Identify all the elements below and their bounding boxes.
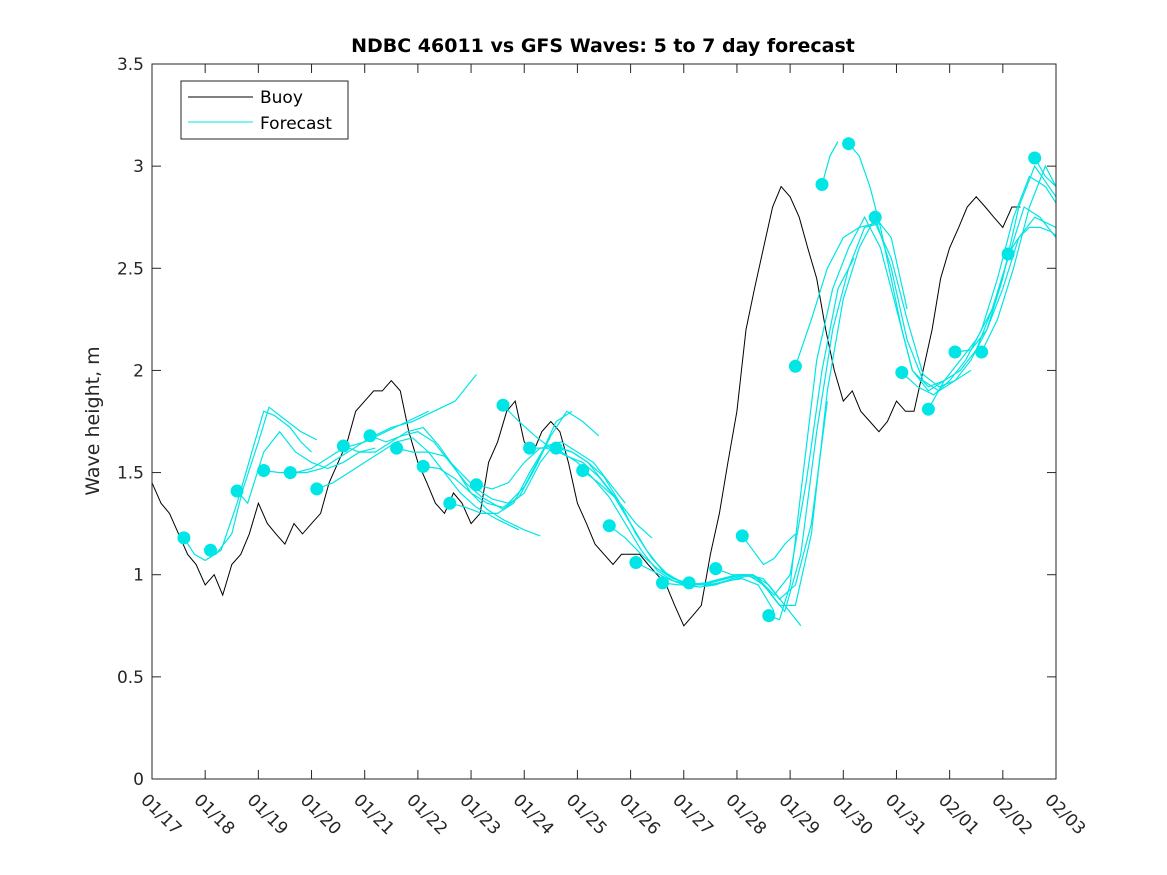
forecast-line	[954, 216, 1056, 353]
forecast-marker	[1001, 247, 1015, 261]
x-tick-label: 01/22	[402, 790, 451, 839]
y-tick-label: 3	[133, 157, 144, 177]
forecast-marker	[921, 402, 935, 416]
y-tick-label: 0.5	[117, 668, 144, 688]
y-tick-label: 2	[133, 361, 144, 381]
forecast-line	[183, 410, 312, 562]
forecast-marker	[735, 529, 749, 543]
forecast-marker	[310, 482, 324, 496]
x-tick-label: 01/17	[136, 790, 185, 839]
forecast-marker	[762, 609, 776, 623]
forecast-line	[635, 401, 828, 601]
forecast-marker	[469, 478, 483, 492]
forecast-marker	[1028, 151, 1042, 165]
forecast-line	[236, 430, 376, 505]
x-tick-label: 01/20	[296, 790, 345, 839]
forecast-line	[582, 470, 775, 612]
forecast-marker	[283, 466, 297, 480]
forecast-line	[927, 206, 1056, 410]
plot-area-frame	[151, 63, 1057, 780]
forecast-marker	[523, 441, 537, 455]
forecast-marker	[656, 576, 669, 590]
forecast-marker	[868, 210, 882, 224]
x-tick-label: 02/02	[987, 790, 1036, 839]
forecast-marker	[682, 576, 696, 590]
forecast-marker	[815, 178, 829, 191]
forecast-marker	[788, 359, 802, 373]
x-tick-label: 01/25	[562, 790, 611, 839]
forecast-marker	[549, 441, 563, 455]
forecast-line	[821, 141, 839, 185]
x-tick-label: 01/18	[190, 790, 239, 839]
legend-box	[180, 80, 349, 140]
legend: Buoy Forecast	[180, 80, 349, 140]
y-tick-label: 0	[133, 770, 144, 790]
forecast-line	[502, 404, 695, 586]
forecast-marker	[416, 459, 430, 473]
forecast-line	[689, 222, 881, 613]
forecast-line	[1034, 157, 1056, 188]
legend-forecast-label: Forecast	[260, 114, 332, 134]
forecast-marker	[363, 429, 377, 443]
x-tick-label: 01/31	[881, 790, 930, 839]
forecast-line	[874, 164, 1056, 392]
x-tick-label: 01/23	[456, 790, 505, 839]
legend-buoy-label: Buoy	[260, 88, 303, 108]
forecast-marker	[842, 137, 856, 151]
forecast-marker	[895, 366, 909, 379]
forecast-line	[316, 437, 520, 531]
forecast-marker	[602, 519, 616, 533]
forecast-line	[343, 426, 541, 537]
forecast-marker	[336, 439, 350, 453]
forecast-line	[768, 215, 945, 621]
x-tick-label: 01/24	[509, 790, 558, 839]
forecast-marker	[390, 441, 404, 455]
x-tick-label: 02/01	[934, 790, 983, 839]
forecast-marker	[177, 531, 191, 545]
y-tick-label: 3.5	[117, 55, 144, 75]
y-tick-label: 2.5	[117, 259, 144, 279]
buoy-line	[152, 185, 1021, 627]
forecast-line	[423, 410, 600, 508]
x-tick-label: 02/03	[1040, 790, 1089, 839]
x-tick-label: 01/27	[668, 790, 717, 839]
forecast-line	[476, 445, 653, 539]
forecast-line	[1007, 226, 1056, 255]
forecast-marker	[230, 484, 244, 498]
forecast-marker	[576, 464, 590, 477]
forecast-marker	[975, 345, 989, 359]
forecast-marker	[709, 562, 723, 576]
x-tick-label: 01/21	[349, 790, 398, 839]
forecast-marker	[948, 345, 962, 359]
x-tick-label: 01/30	[828, 790, 877, 839]
x-tick-label: 01/26	[615, 790, 664, 839]
forecast-line	[715, 216, 908, 607]
forecast-marker	[443, 496, 457, 510]
forecast-marker	[496, 398, 510, 412]
forecast-line	[204, 406, 318, 556]
y-axis-label: Wave height, m	[82, 346, 104, 495]
forecast-line	[741, 533, 796, 566]
forecast-marker	[257, 464, 271, 477]
forecast-line	[529, 447, 722, 586]
forecast-line	[662, 257, 855, 597]
chart-title: NDBC 46011 vs GFS Waves: 5 to 7 day fore…	[351, 35, 855, 57]
x-tick-label: 01/28	[721, 790, 770, 839]
forecast-line	[981, 164, 1056, 353]
y-tick-label: 1.5	[117, 464, 144, 484]
y-tick-label: 1	[133, 566, 144, 586]
forecast-marker	[629, 556, 643, 569]
x-tick-label: 01/19	[243, 790, 292, 839]
forecast-line	[369, 431, 557, 511]
forecast-marker	[204, 543, 217, 557]
forecast-line	[449, 441, 626, 515]
x-tick-label: 01/29	[775, 790, 824, 839]
